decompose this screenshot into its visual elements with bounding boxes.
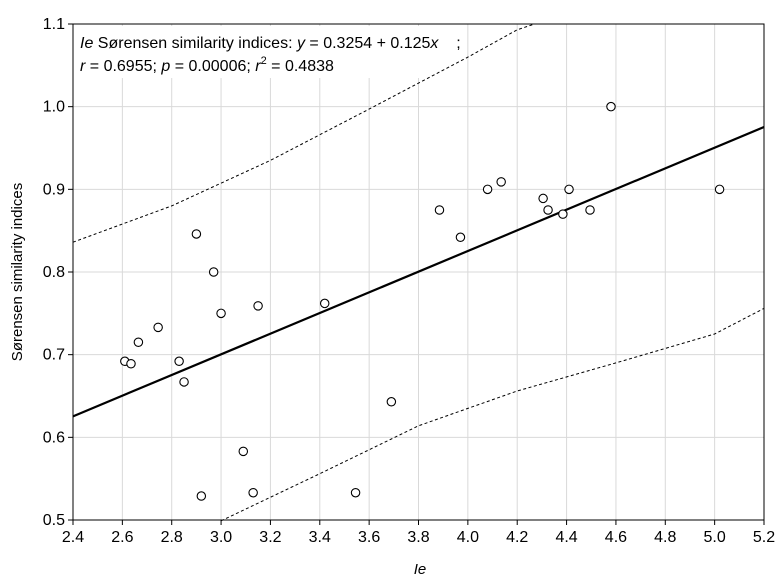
x-tick-label: 3.2 [259, 529, 281, 546]
data-points [120, 101, 725, 501]
y-tick-label: 0.9 [43, 181, 65, 198]
data-point [191, 229, 202, 239]
data-point [238, 446, 249, 457]
annot-r2-sup: 2 [261, 55, 267, 67]
data-point [319, 298, 330, 309]
regression-annotation: Ie Sørensen similarity indices: y = 0.32… [75, 26, 461, 78]
data-point [179, 377, 189, 387]
annot-y: y [296, 35, 306, 52]
data-point [216, 308, 226, 319]
annotation-line-1: Ie Sørensen similarity indices: y = 0.32… [80, 35, 461, 52]
y-axis-label: Sørensen similarity indices [9, 183, 26, 361]
x-tick-label: 2.4 [62, 529, 84, 546]
data-point [714, 184, 725, 195]
data-point [558, 209, 568, 219]
annot-tail: ; [438, 35, 460, 52]
data-point [538, 193, 548, 204]
data-point [248, 487, 258, 498]
annot-title: Sørensen similarity indices: [93, 35, 297, 52]
data-point [482, 184, 493, 195]
y-tick-label: 0.5 [43, 512, 65, 529]
y-tick-label: 1.1 [43, 16, 65, 33]
data-point [434, 205, 445, 215]
x-tick-label: 5.2 [753, 529, 775, 546]
annotation-line-2: r = 0.6955; p = 0.00006; r2 = 0.4838 [80, 55, 334, 75]
data-point [350, 487, 361, 498]
data-point [386, 397, 397, 407]
data-point [133, 337, 144, 348]
data-point [455, 232, 466, 243]
annot-r2: r [255, 58, 261, 75]
x-tick-label: 5.0 [704, 529, 726, 546]
data-point [126, 359, 136, 369]
data-point [174, 356, 184, 367]
x-axis-label: Ie [414, 561, 427, 578]
data-point [585, 205, 595, 215]
data-point [196, 491, 207, 501]
x-tick-label: 4.4 [555, 529, 577, 546]
y-tick-label: 0.7 [43, 347, 65, 364]
x-tick-label: 2.8 [161, 529, 183, 546]
x-tick-label: 4.0 [457, 529, 479, 546]
y-tick-label: 0.6 [43, 429, 65, 446]
x-tick-label: 3.0 [210, 529, 232, 546]
regression-line [72, 125, 765, 418]
annot-r2val: = 0.4838 [267, 58, 334, 75]
confidence-band [72, 23, 765, 522]
annot-pval: = 0.00006; [170, 58, 255, 75]
x-tick-label: 4.8 [654, 529, 676, 546]
x-tick-label: 4.2 [506, 529, 528, 546]
annot-x: x [429, 35, 439, 52]
y-axis-ticks: 0.5 0.6 0.7 0.8 0.9 1.0 1.1 [43, 16, 73, 529]
x-tick-label: 3.4 [309, 529, 331, 546]
y-tick-label: 1.0 [43, 99, 65, 116]
data-point [208, 267, 219, 277]
confidence-band-lower [220, 307, 765, 522]
annot-rval: = 0.6955; [85, 58, 161, 75]
x-axis-ticks: 2.4 2.6 2.8 3.0 3.2 3.4 3.6 3.8 4.0 4.2 4.4 4.6 4.8 5… [62, 520, 775, 546]
y-tick-label: 0.8 [43, 264, 65, 281]
x-tick-label: 3.8 [407, 529, 429, 546]
annot-var: Ie [80, 35, 93, 52]
x-tick-label: 4.6 [605, 529, 627, 546]
data-point [253, 301, 263, 311]
data-point [496, 177, 506, 187]
x-tick-label: 2.6 [111, 529, 133, 546]
data-point [564, 184, 574, 195]
data-point [543, 205, 553, 215]
data-point [606, 101, 616, 112]
annot-eq: = 0.3254 + 0.125 [305, 35, 431, 52]
x-tick-label: 3.6 [358, 529, 380, 546]
data-point [153, 322, 163, 333]
fit-line [72, 125, 765, 418]
annot-p: p [160, 58, 170, 75]
confidence-band-upper [72, 23, 535, 243]
annot-r: r [80, 58, 86, 75]
